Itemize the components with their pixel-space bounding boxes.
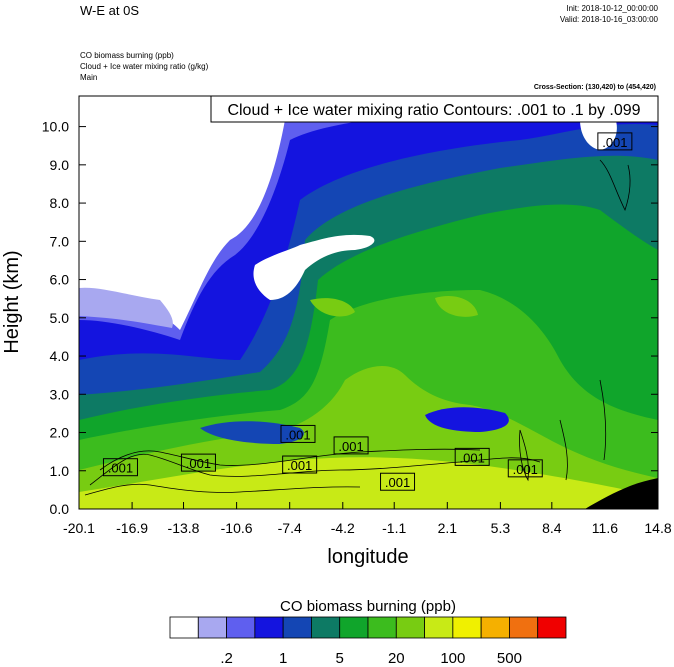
plot-title: W-E at 0S: [80, 3, 140, 18]
y-tick-label: 10.0: [42, 119, 69, 135]
colorbar-label: 5: [336, 650, 344, 667]
x-tick-label: 5.3: [491, 520, 511, 536]
x-tick-label: -1.1: [382, 520, 406, 536]
y-tick-label: 3.0: [50, 386, 70, 402]
x-tick-label: -4.2: [331, 520, 355, 536]
contour-label-box: [597, 132, 633, 151]
x-tick-label: 8.4: [542, 520, 562, 536]
cross-section-label: Cross-Section: (130,420) to (454,420): [533, 84, 656, 91]
contour-label-box: [333, 436, 369, 455]
y-tick-label: 7.0: [50, 233, 70, 249]
colorbar-title: CO biomass burning (ppb): [280, 598, 456, 615]
colorbar-swatch: [311, 616, 341, 639]
contour-label: .001: [285, 427, 310, 442]
colorbar-swatch: [509, 616, 539, 639]
colorbar-swatch: [282, 616, 312, 639]
colorbar-swatch: [452, 616, 482, 639]
contour-label-box: [180, 453, 216, 472]
field-main-label: Main: [80, 73, 98, 82]
contour-label-box: [102, 458, 138, 477]
x-tick-label: -16.9: [116, 520, 148, 536]
contour-info-text: Cloud + Ice water mixing ratio Contours:…: [227, 102, 640, 119]
y-axis: 0.0 1.0 2.0 3.0 4.0 5.0 6.0 7.0 8.0 9.0 10.0: [42, 119, 658, 517]
colorbar-swatch: [395, 616, 425, 639]
colorbar-swatch: [226, 616, 256, 639]
colorbar-label: .2: [220, 650, 233, 667]
x-axis: -20.1 -16.9 -13.8 -10.6 -7.4 -4.2 -1.1 2.1 5.3 8.…: [63, 502, 672, 536]
colorbar-labels: .2 1 5 20 100 500: [220, 650, 522, 667]
contour-label: .001: [460, 450, 485, 465]
y-tick-label: 2.0: [50, 425, 70, 441]
colorbar-swatch: [480, 616, 510, 639]
contour-label-group: .001 .001 .001 .001 .001 .001 .001 .001 .001: [102, 132, 633, 491]
colorbar-label: 20: [388, 650, 405, 667]
x-tick-label: -13.8: [168, 520, 200, 536]
field-cloud-label: Cloud + Ice water mixing ratio (g/kg): [80, 62, 209, 71]
contour-label-box: [454, 447, 490, 466]
colorbar-swatch: [537, 616, 567, 639]
colorbar-swatch: [169, 616, 199, 639]
contour-label: .001: [338, 439, 363, 454]
colorbar-swatch: [367, 616, 397, 639]
x-tick-label: 2.1: [438, 520, 458, 536]
colorbar-swatch: [254, 616, 284, 639]
y-tick-label: 5.0: [50, 310, 70, 326]
x-tick-label: 14.8: [644, 520, 671, 536]
contour-label-box: [282, 455, 318, 474]
y-tick-label: 6.0: [50, 272, 70, 288]
colorbar-swatch: [197, 616, 227, 639]
y-tick-label: 8.0: [50, 195, 70, 211]
contour-label: .001: [186, 456, 211, 471]
init-time: Init: 2018-10-12_00:00:00: [566, 4, 658, 13]
y-tick-label: 4.0: [50, 348, 70, 364]
y-axis-label: Height (km): [1, 250, 23, 353]
contour-label-box: [507, 459, 543, 478]
colorbar-label: 100: [440, 650, 465, 667]
colorbar-label: 1: [279, 650, 287, 667]
contour-label-box: [380, 472, 416, 491]
contour-label: .001: [602, 135, 627, 150]
x-tick-label: -20.1: [63, 520, 95, 536]
x-tick-label: 11.6: [592, 520, 618, 536]
contour-label: .001: [385, 475, 410, 490]
x-tick-label: -7.4: [278, 520, 302, 536]
contour-label: .001: [513, 462, 538, 477]
y-tick-label: 1.0: [50, 463, 70, 479]
x-axis-label: longitude: [327, 546, 408, 568]
y-tick-label: 9.0: [50, 157, 70, 173]
y-tick-label: 0.0: [50, 501, 70, 517]
cloud-water-contours: [84, 159, 631, 496]
colorbar-swatch: [339, 616, 369, 639]
colorbar-swatch: [424, 616, 454, 639]
contour-label: .001: [108, 461, 133, 476]
contour-label: .001: [287, 458, 312, 473]
colorbar-label: 500: [497, 650, 522, 667]
colorbar: [169, 616, 567, 639]
contour-label-box: [280, 424, 316, 443]
contour-info-box: Cloud + Ice water mixing ratio Contours:…: [210, 95, 659, 123]
valid-time: Valid: 2018-10-16_03:00:00: [559, 15, 658, 24]
field-co-label: CO biomass burning (ppb): [80, 51, 174, 60]
x-tick-label: -10.6: [221, 520, 253, 536]
